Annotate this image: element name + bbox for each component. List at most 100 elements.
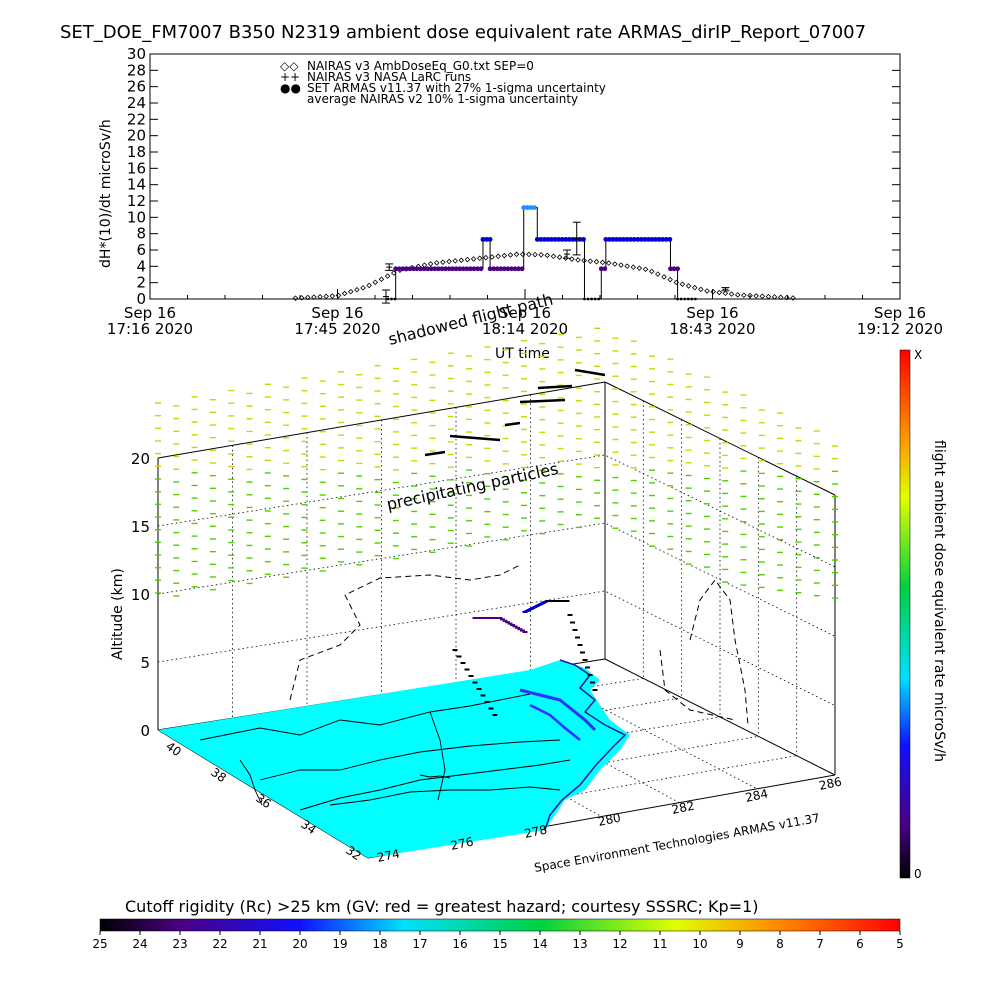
nairas-point: [433, 260, 440, 266]
y-tick-label: 28: [127, 61, 146, 79]
nairas-point: [538, 252, 544, 258]
rigidity-tick-label: 25: [92, 937, 107, 951]
nairas-point: [464, 256, 471, 263]
rigidity-tick-label: 5: [896, 937, 904, 951]
longitude-tick-label: 280: [597, 810, 622, 828]
rigidity-ticks: 25 24 23 22 21 20 19 18 17 16 15 14 13 12 11 10 9 8 7 6 5: [92, 931, 904, 951]
altitude-ticks: 0 5 10 15 20: [131, 450, 150, 740]
armas-point: [494, 266, 500, 272]
armas-point: [484, 236, 489, 242]
longitude-tick-label: 276: [449, 834, 474, 852]
armas-point: [610, 236, 616, 242]
armas-point: [556, 236, 562, 242]
armas-point: [516, 266, 521, 272]
rigidity-colorbar-label: Cutoff rigidity (Rc) >25 km (GV: red = g…: [125, 897, 759, 916]
armas-point: [638, 236, 644, 242]
x-tick-label: 18:14 2020: [482, 320, 568, 338]
nairas-point: [661, 274, 667, 280]
nairas-point: [575, 257, 581, 263]
nairas-point: [532, 251, 538, 258]
nairas-point: [323, 293, 329, 300]
armas-point: [403, 266, 409, 272]
y-tick-label: 26: [127, 78, 146, 96]
nairas-point: [605, 260, 612, 266]
shadowed-flight-path: [289, 564, 749, 726]
nairas-point: [470, 256, 477, 262]
nairas-point: [698, 286, 704, 293]
armas-point: [478, 266, 484, 272]
nairas-point: [667, 276, 673, 283]
nairas-point: [587, 258, 594, 264]
armas-point: [683, 297, 687, 301]
armas-point: [586, 297, 590, 301]
armas-point: [460, 266, 466, 272]
rigidity-tick-label: 18: [372, 937, 387, 951]
legend-entry: average NAIRAS v2 10% 1-sigma uncertaint…: [307, 92, 578, 106]
armas-point: [453, 266, 459, 272]
armas-point: [393, 297, 397, 301]
nairas-point: [329, 293, 336, 299]
rigidity-tick-label: 12: [612, 937, 627, 951]
state-border: [259, 739, 561, 781]
rigidity-tick-label: 7: [816, 937, 824, 951]
rigidity-tick-label: 23: [172, 937, 187, 951]
nairas-point: [790, 295, 796, 301]
altitude-tick-label: 20: [131, 450, 150, 468]
armas-point: [538, 236, 544, 242]
armas-point: [446, 266, 452, 272]
rigidity-tick-label: 15: [492, 937, 507, 951]
armas-point: [581, 236, 586, 242]
figure-title: SET_DOE_FM7007 B350 N2319 ambient dose e…: [60, 22, 866, 43]
rigidity-colorbar: Cutoff rigidity (Rc) >25 km (GV: red = g…: [92, 897, 903, 951]
longitude-tick-label: 282: [670, 798, 695, 816]
rigidity-tick-label: 9: [736, 937, 744, 951]
nairas-point: [777, 294, 784, 301]
dose-colorbar-label: flight ambient dose equivalent rate micr…: [931, 440, 947, 762]
armas-point: [393, 266, 399, 272]
armas-point: [528, 205, 534, 210]
nairas-point: [679, 281, 686, 287]
nairas-point: [372, 279, 379, 286]
armas-point: [432, 266, 438, 272]
track-segment: [449, 434, 501, 442]
nairas-point: [458, 257, 465, 264]
armas-point: [509, 266, 514, 272]
armas-point: [606, 236, 612, 242]
y-tick-label: 22: [127, 110, 146, 128]
rigidity-tick-label: 8: [776, 937, 784, 951]
armas-point: [656, 236, 662, 242]
armas-point: [559, 236, 565, 242]
nairas-point: [335, 292, 342, 299]
armas-point: [475, 266, 480, 272]
armas-point: [390, 297, 393, 301]
x-tick-label: Sep 16: [874, 304, 926, 322]
flight-track: [424, 368, 606, 716]
armas-point: [660, 236, 666, 242]
armas-point: [649, 236, 655, 242]
y-tick-label: 8: [136, 225, 146, 243]
nairas-point: [519, 251, 526, 257]
rigidity-tick-label: 16: [452, 937, 467, 951]
armas-point: [566, 236, 572, 242]
armas-series: [386, 205, 697, 301]
nairas-point: [495, 253, 501, 260]
armas-point: [400, 266, 406, 272]
nairas-point: [771, 294, 778, 300]
legend-entry: SET ARMAS v11.37 with 27% 1-sigma uncert…: [307, 81, 606, 95]
nairas-point: [347, 288, 354, 295]
armas-point: [386, 297, 390, 301]
rigidity-tick-label: 19: [332, 937, 347, 951]
armas-point: [675, 266, 680, 272]
nairas-point: [378, 276, 385, 283]
armas-point: [524, 205, 530, 210]
x-tick-label: Sep 16: [499, 304, 551, 322]
nairas-point: [446, 258, 452, 265]
track-segment: [537, 384, 573, 390]
nairas-point: [341, 290, 348, 297]
nairas-larc-series: [381, 221, 730, 304]
longitude-tick-label: 284: [744, 786, 769, 804]
armas-point: [491, 266, 497, 272]
dose-colorbar: [899, 349, 911, 879]
nairas-point: [452, 258, 458, 264]
nairas-point: [298, 295, 305, 301]
